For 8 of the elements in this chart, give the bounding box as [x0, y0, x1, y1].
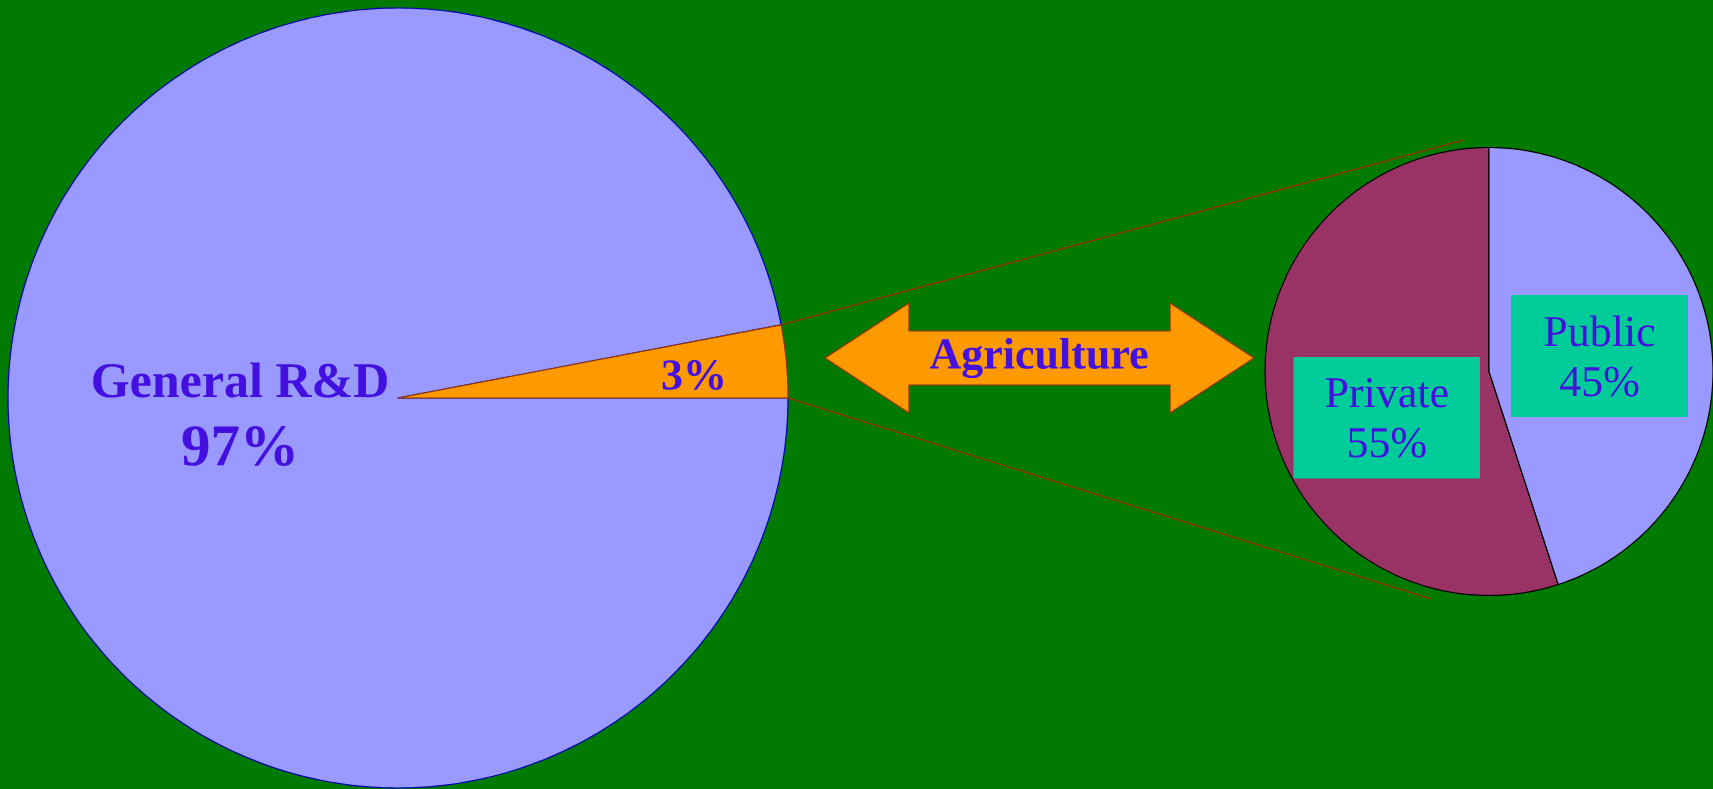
slice-label: Private — [1325, 377, 1448, 408]
data-label: 3% — [662, 360, 723, 390]
data-label: 55% — [1349, 427, 1426, 458]
data-label: 45% — [1560, 366, 1639, 397]
slice-label: Public — [1544, 315, 1655, 347]
slice-label: General R&D — [93, 362, 387, 398]
slice-label: Agriculture — [929, 337, 1148, 379]
data-label: 97% — [182, 425, 294, 466]
